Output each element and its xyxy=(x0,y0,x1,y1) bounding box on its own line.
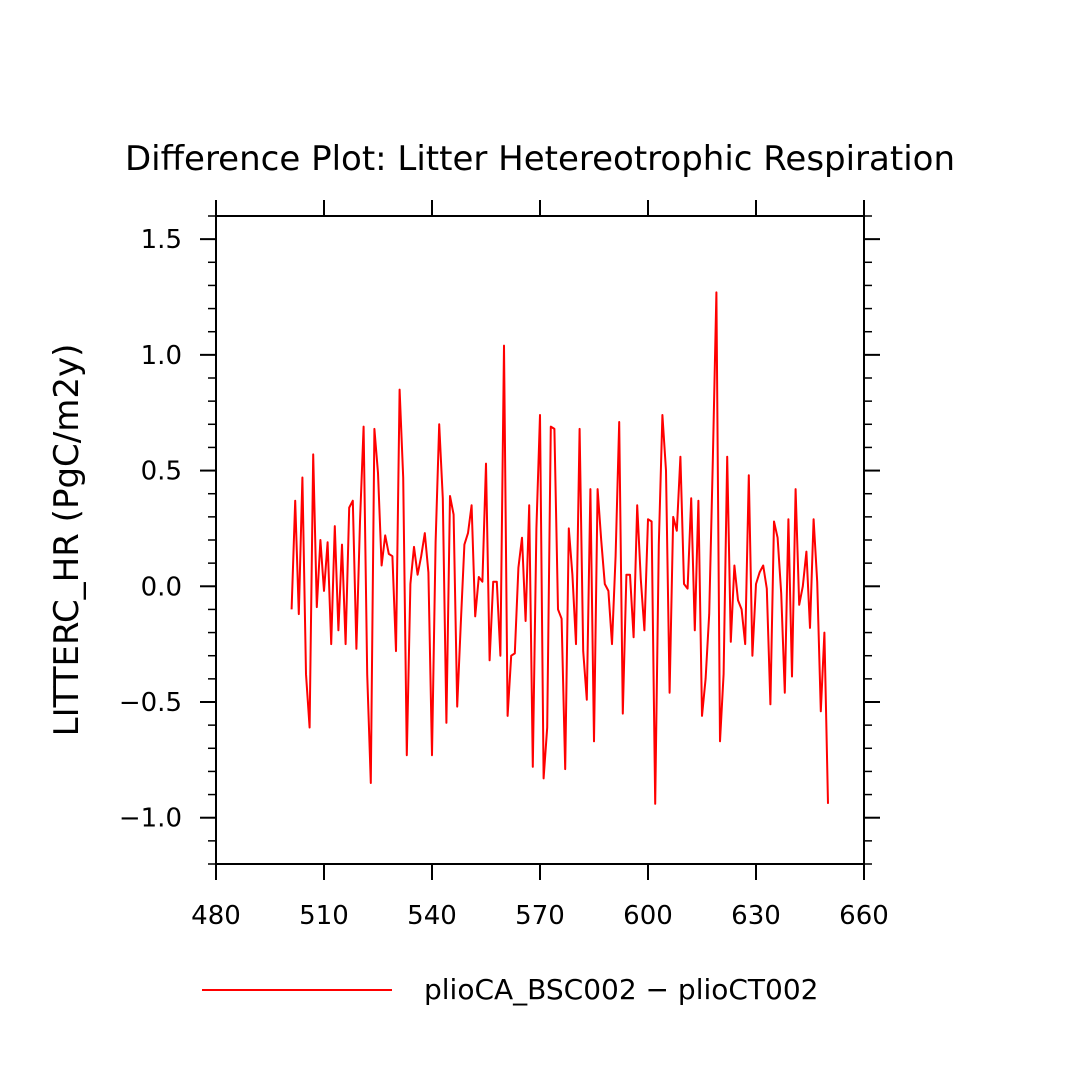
chart-title: Difference Plot: Litter Hetereotrophic R… xyxy=(125,139,955,179)
y-axis-label: LITTERC_HR (PgC/m2y) xyxy=(47,344,87,737)
legend: plioCA_BSC002 − plioCT002 xyxy=(202,973,818,1006)
y-tick-label: 1.0 xyxy=(141,341,182,371)
legend-label: plioCA_BSC002 − plioCT002 xyxy=(424,973,818,1006)
x-tick-label: 600 xyxy=(623,901,673,931)
x-tick-label: 570 xyxy=(515,901,565,931)
x-tick-label: 480 xyxy=(191,901,241,931)
tick-labels: 480 510 540 570 600 630 660 −1.0 −0.5 0.0 0.5 1.0 1.… xyxy=(119,225,889,931)
x-tick-label: 630 xyxy=(731,901,781,931)
y-tick-label: −0.5 xyxy=(119,688,182,718)
series-lines xyxy=(290,291,829,805)
y-tick-label: 0.0 xyxy=(141,572,182,602)
y-tick-label: 1.5 xyxy=(141,225,182,255)
plot-frame xyxy=(215,215,865,865)
y-tick-label: −1.0 xyxy=(119,804,182,834)
x-tick-label: 540 xyxy=(407,901,457,931)
y-tick-label: 0.5 xyxy=(141,457,182,487)
x-tick-label: 510 xyxy=(299,901,349,931)
x-tick-label: 660 xyxy=(839,901,889,931)
axis-ticks xyxy=(200,200,880,880)
series-line-0 xyxy=(290,291,829,805)
